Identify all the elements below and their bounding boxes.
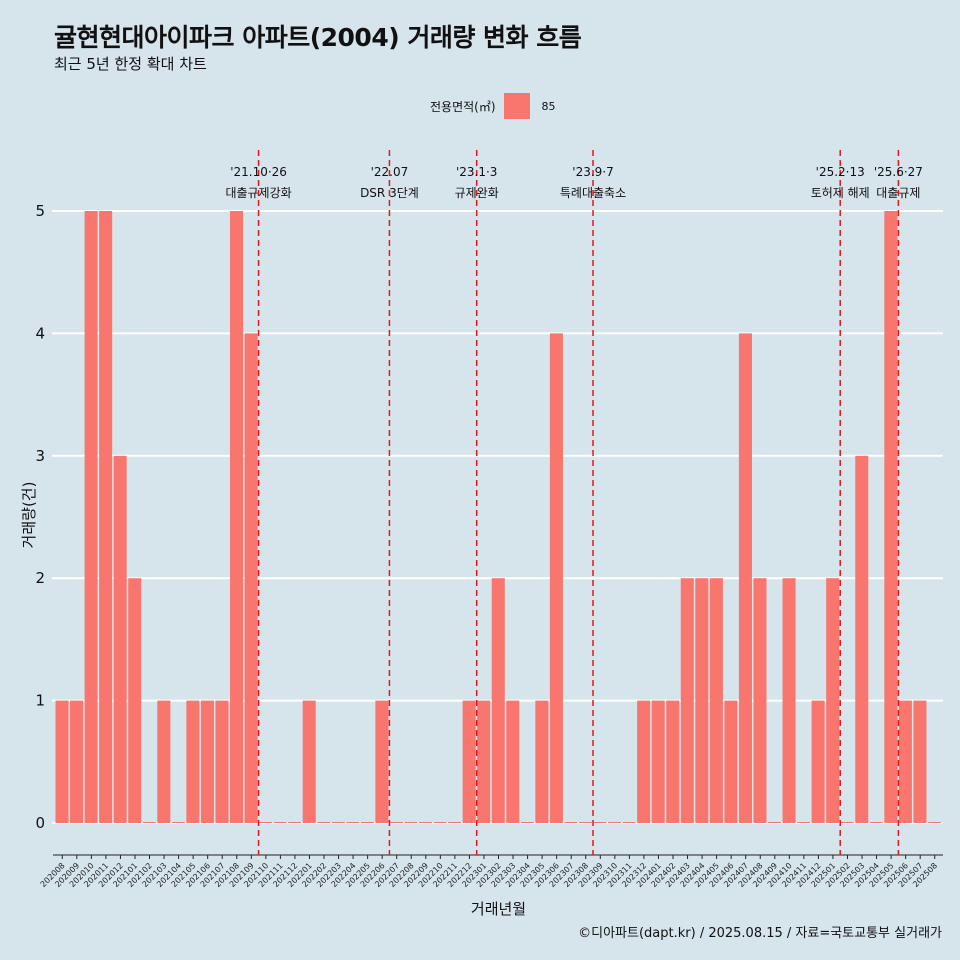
x-axis-title: 거래년월: [471, 900, 526, 918]
bar: [70, 700, 84, 823]
bar: [738, 333, 752, 823]
bar: [811, 700, 825, 823]
bar: [578, 822, 593, 823]
bar: [375, 700, 389, 823]
bar: [288, 822, 302, 823]
bar: [927, 822, 941, 823]
event-date-label: '21.10·26: [230, 165, 287, 179]
bar: [273, 822, 287, 823]
bar: [869, 822, 883, 823]
event-label: DSR 3단계: [360, 186, 419, 200]
y-axis-title: 거래량(건): [20, 482, 38, 549]
bar: [462, 700, 476, 823]
bar: [622, 822, 636, 823]
source-caption: ©디아파트(dapt.kr) / 2025.08.15 / 자료=국토교통부 실…: [578, 926, 942, 941]
bar: [200, 700, 214, 823]
event-label: 토허제 해제: [811, 186, 870, 200]
bar: [840, 822, 854, 823]
y-tick-label: 4: [35, 324, 45, 342]
bar: [506, 700, 520, 823]
bar: [651, 700, 665, 823]
bar: [768, 822, 782, 823]
bar: [855, 455, 869, 823]
bar: [637, 700, 651, 823]
event-date-label: '22.07: [371, 165, 409, 179]
bar: [113, 455, 127, 823]
event-label: 규제완화: [455, 186, 499, 200]
bar: [797, 822, 811, 823]
y-tick-label: 2: [35, 569, 45, 587]
bar: [419, 822, 433, 823]
bar: [695, 578, 709, 823]
event-date-label: '25.2·13: [816, 165, 865, 179]
bar: [680, 578, 694, 823]
legend-label: 85: [541, 99, 556, 113]
bar: [84, 211, 98, 823]
y-tick-label: 5: [35, 202, 45, 220]
bar: [520, 822, 534, 823]
bar: [535, 700, 549, 823]
bar: [826, 578, 840, 823]
event-label: 특례대출축소: [560, 186, 626, 200]
bar: [448, 822, 462, 823]
bar: [709, 578, 723, 823]
bar: [491, 578, 505, 823]
bar: [913, 700, 927, 823]
bar: [564, 822, 578, 823]
bar: [608, 822, 622, 823]
bar: [549, 333, 563, 823]
bar: [171, 822, 185, 823]
bar: [55, 700, 69, 823]
bar: [317, 822, 331, 823]
bar: [186, 700, 200, 823]
event-label: 대출규제강화: [225, 186, 291, 200]
event-date-label: '23.1·3: [456, 165, 497, 179]
chart-title: 귤현현대아이파크 아파트(2004) 거래량 변화 흐름: [54, 23, 582, 52]
bar: [433, 822, 447, 823]
bar: [477, 700, 491, 823]
bar: [128, 578, 142, 823]
bar: [898, 700, 912, 823]
bar: [215, 700, 229, 823]
bar: [753, 578, 767, 823]
bar: [593, 822, 607, 823]
bar: [244, 333, 258, 823]
y-tick-label: 1: [35, 692, 45, 710]
bar: [302, 700, 316, 823]
chart-subtitle: 최근 5년 한정 확대 차트: [54, 55, 207, 73]
event-date-label: '25.6·27: [874, 165, 923, 179]
bar: [346, 822, 360, 823]
bar: [724, 700, 738, 823]
event-date-label: '23.9·7: [572, 165, 613, 179]
bar: [404, 822, 418, 823]
bar: [259, 822, 273, 823]
bar: [666, 700, 680, 823]
legend-key-swatch: [503, 93, 530, 119]
bar: [389, 822, 403, 823]
bar: [229, 211, 244, 823]
y-tick-label: 0: [35, 814, 45, 832]
bar: [360, 822, 374, 823]
y-tick-label: 3: [35, 447, 45, 465]
bar: [884, 211, 898, 823]
bar: [331, 822, 345, 823]
legend-title: 전용면적(㎡): [430, 99, 496, 114]
bar: [142, 822, 156, 823]
bar: [99, 211, 113, 823]
legend: 전용면적(㎡) 85: [430, 93, 556, 119]
event-label: 대출규제: [876, 186, 920, 200]
bar: [782, 578, 796, 823]
bar: [157, 700, 171, 823]
